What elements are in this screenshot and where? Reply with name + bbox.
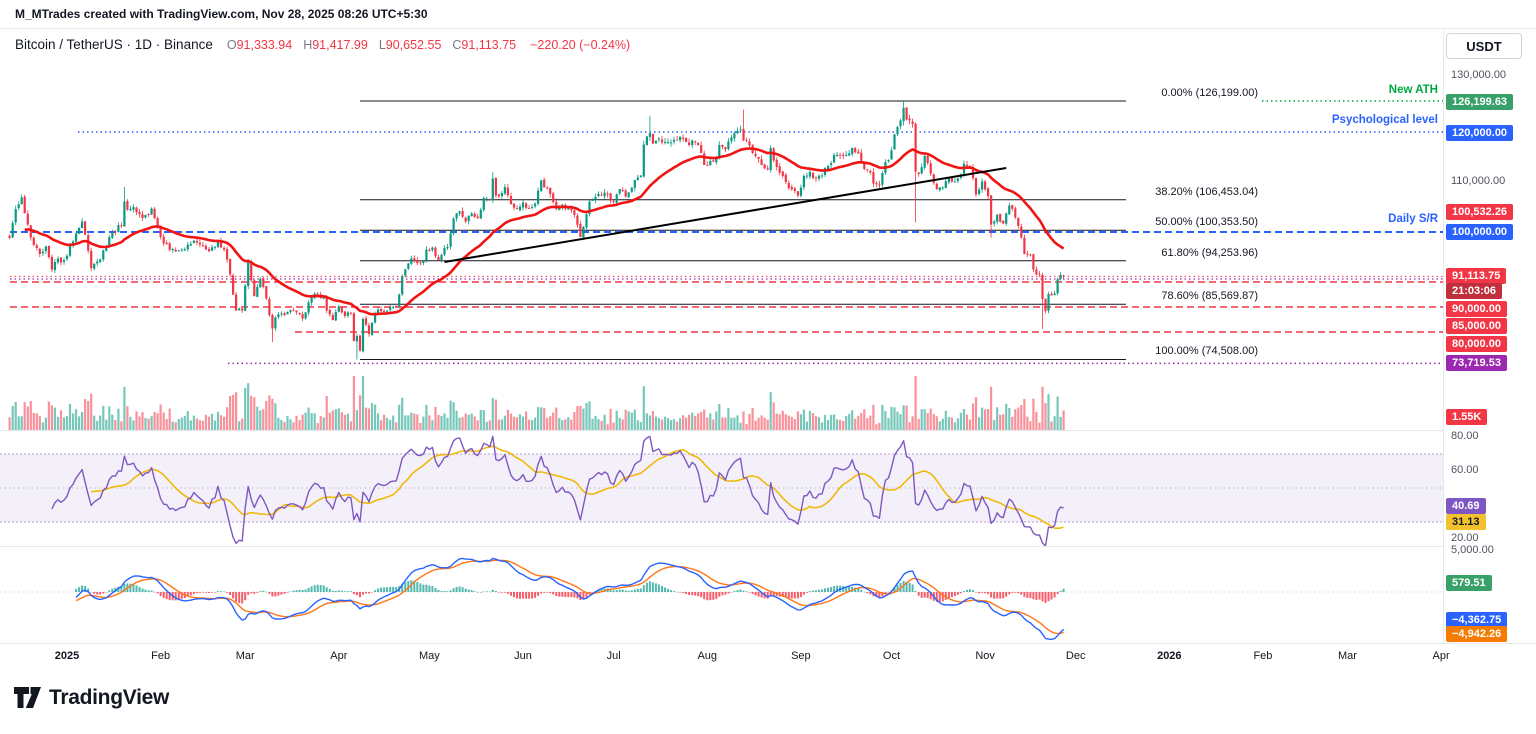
time-axis-label: Jul xyxy=(606,650,621,662)
ohlc-segment: L 90,652.55 xyxy=(378,37,442,52)
price-badge: 80,000.00 xyxy=(1446,336,1507,352)
annotation-psychological-level: Psychological level xyxy=(1331,114,1438,126)
time-axis-label: May xyxy=(419,650,440,662)
pane-separator-rsi-macd[interactable] xyxy=(0,546,1536,547)
change-value: −220.20 (−0.24%) xyxy=(530,37,631,52)
scale-tick: 20.00 xyxy=(1451,532,1479,544)
price-badge: −4,942.26 xyxy=(1446,626,1508,642)
price-badge: 21:03:06 xyxy=(1446,283,1503,299)
volume-series xyxy=(8,376,1065,430)
price-badge: −4,362.75 xyxy=(1446,612,1508,628)
scale-tick: 80.00 xyxy=(1451,430,1479,442)
fib-label: 78.60% (85,569.87) xyxy=(1161,290,1258,303)
price-badge: 85,000.00 xyxy=(1446,318,1507,334)
price-badge: 73,719.53 xyxy=(1446,355,1507,371)
time-axis-label: Mar xyxy=(1338,650,1357,662)
annotation-new-ath: New ATH xyxy=(1388,84,1438,96)
ohlc-segment: C 91,113.75 xyxy=(452,37,517,52)
ohlc-values: O 91,333.94 H 91,417.99 L 90,652.55 C 91,113.75 xyxy=(227,38,516,52)
time-axis-label: Jun xyxy=(514,650,532,662)
pane-separator-axis xyxy=(0,643,1536,644)
trendline xyxy=(444,167,1007,263)
time-axis-label: Nov xyxy=(975,650,995,662)
ohlc-segment: O 91,333.94 xyxy=(226,37,293,52)
time-axis-label: Aug xyxy=(697,650,718,662)
red-moving-average xyxy=(24,147,1065,316)
price-badge: 40.69 xyxy=(1446,498,1486,514)
time-axis-label: Sep xyxy=(791,650,811,662)
attribution-bar: M_MTrades created with TradingView.com, … xyxy=(0,0,1536,29)
horizontal-levels xyxy=(10,100,1443,365)
time-axis-label: Apr xyxy=(330,650,348,662)
scale-tick: 5,000.00 xyxy=(1451,544,1494,556)
symbol-title[interactable]: Bitcoin / TetherUS · 1D · Binance xyxy=(15,37,213,52)
price-badge: 90,000.00 xyxy=(1446,301,1507,317)
price-badge: 120,000.00 xyxy=(1446,125,1514,141)
price-chart-canvas[interactable] xyxy=(0,58,1443,643)
price-badge: 100,532.26 xyxy=(1446,204,1514,220)
time-axis-label: Dec xyxy=(1065,650,1086,662)
price-badge: 579.51 xyxy=(1446,575,1492,591)
fib-label: 38.20% (106,453.04) xyxy=(1155,185,1258,198)
fib-label: 61.80% (94,253.96) xyxy=(1161,246,1258,259)
time-axis-label: Feb xyxy=(1253,650,1273,662)
price-badge: 1.55K xyxy=(1446,409,1488,425)
annotation-daily-sr: Daily S/R xyxy=(1388,213,1438,225)
currency-toggle-button[interactable]: USDT xyxy=(1446,33,1522,59)
time-axis-label: Apr xyxy=(1432,650,1450,662)
attribution-text: M_MTrades created with TradingView.com, … xyxy=(15,7,428,21)
ohlc-segment: H 91,417.99 xyxy=(303,37,368,52)
time-axis-label: 2026 xyxy=(1157,650,1182,662)
rsi-line xyxy=(51,435,1064,546)
fib-label: 0.00% (126,199.00) xyxy=(1161,87,1258,99)
scale-tick: 60.00 xyxy=(1451,464,1479,476)
fib-label: 100.00% (74,508.00) xyxy=(1155,345,1258,358)
fib-label: 50.00% (100,353.50) xyxy=(1155,216,1258,229)
macd-signal-line xyxy=(75,559,1064,635)
time-axis-label: Oct xyxy=(882,650,901,662)
fib-retracement xyxy=(360,100,1126,360)
time-axis-label: Mar xyxy=(235,650,255,662)
tradingview-logo-text: TradingView xyxy=(49,686,170,709)
tradingview-logo-icon xyxy=(14,687,41,708)
price-badge: 126,199.63 xyxy=(1446,94,1514,110)
price-scale[interactable]: 130,000.00 110,000.00 80.00 60.00 20.00 5,000… xyxy=(1443,30,1536,643)
price-badge: 31.13 xyxy=(1446,514,1486,530)
macd-line xyxy=(75,557,1065,640)
price-badge: 91,113.75 xyxy=(1446,268,1507,284)
tradingview-logo[interactable]: TradingView xyxy=(14,686,169,710)
scale-tick: 130,000.00 xyxy=(1451,69,1507,81)
symbol-bar: Bitcoin / TetherUS · 1D · Binance O 91,33… xyxy=(15,37,630,52)
price-badge: 100,000.00 xyxy=(1446,224,1514,240)
time-axis-label: Feb xyxy=(151,650,171,662)
scale-tick: 110,000.00 xyxy=(1451,175,1506,187)
rsi-ma-line xyxy=(91,445,1064,530)
pane-separator-volume-rsi[interactable] xyxy=(0,430,1536,431)
time-axis[interactable]: 2025 Feb Mar Apr May Jun Jul Aug Sep Oct Nov Dec 202… xyxy=(0,644,1536,671)
time-axis-label: 2025 xyxy=(54,650,80,662)
